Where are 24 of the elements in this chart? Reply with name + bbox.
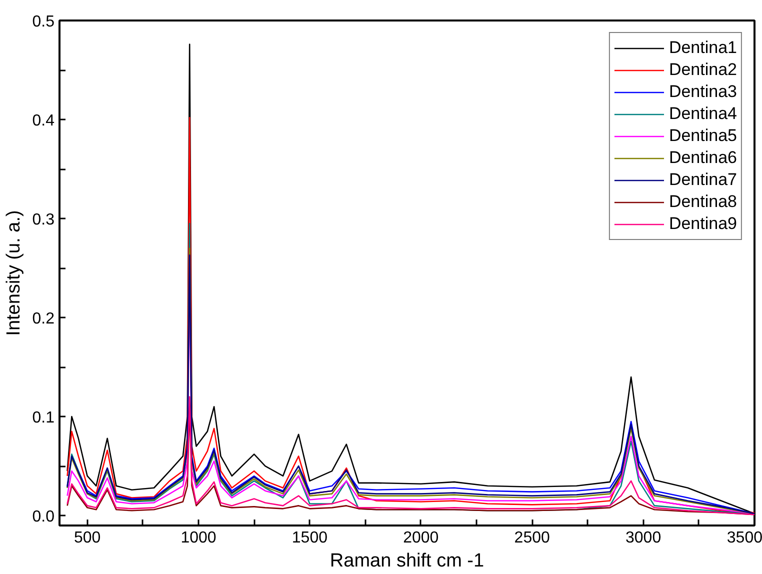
legend-label: Dentina2 <box>668 59 737 81</box>
legend-label: Dentina3 <box>668 81 737 103</box>
legend-label: Dentina9 <box>668 213 737 235</box>
x-tick-label: 2000 <box>403 530 439 546</box>
y-tick-label: 0.2 <box>32 310 55 328</box>
legend-label: Dentina1 <box>668 37 737 59</box>
y-tick-label: 0.5 <box>32 14 55 30</box>
y-tick-label: 0.0 <box>32 508 55 526</box>
legend-label: Dentina6 <box>668 147 737 169</box>
legend-label: Dentina7 <box>668 169 737 191</box>
x-tick-label: 1500 <box>292 530 328 546</box>
x-axis-title: Raman shift cm -1 <box>330 550 484 572</box>
x-tick-label: 500 <box>74 530 101 546</box>
x-tick-label: 1000 <box>180 530 216 546</box>
y-tick-label: 0.1 <box>32 410 55 427</box>
x-tick-label: 3500 <box>726 530 762 546</box>
x-tick-label: 2500 <box>514 530 550 546</box>
y-tick-label: 0.3 <box>32 212 55 229</box>
x-tick-label: 3000 <box>626 530 662 546</box>
legend-label: Dentina5 <box>668 125 737 147</box>
legend-label: Dentina4 <box>668 103 737 125</box>
y-tick-label: 0.4 <box>32 112 55 130</box>
y-axis-title: Intensity (u. a.) <box>3 210 24 336</box>
legend-label: Dentina8 <box>668 191 737 213</box>
